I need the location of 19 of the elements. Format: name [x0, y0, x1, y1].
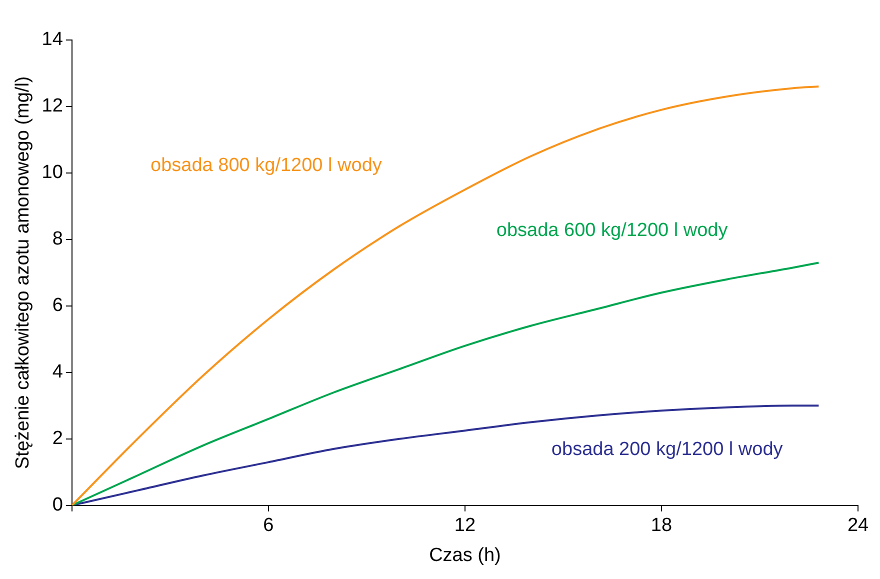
y-tick-label: 8: [52, 228, 63, 250]
text: obsada 800 kg/1200 l wody: [150, 154, 382, 176]
y-tick-label: 4: [52, 362, 64, 383]
y-tick-label: 14: [42, 29, 64, 50]
x-tick-label: 18: [650, 515, 672, 536]
x-tick-label: 6: [263, 515, 274, 536]
x-tick-label: 24: [847, 515, 869, 536]
y-tick-label: 12: [42, 96, 63, 117]
y-tick-label: 6: [52, 295, 63, 316]
series-label: obsada 200 kg/1200 l wody: [551, 438, 784, 460]
line-series: [72, 86, 820, 506]
y-tick-label: 10: [42, 162, 63, 184]
x-tick-label: 12: [454, 515, 476, 536]
x-axis-title: Czas (h): [429, 544, 501, 566]
line-series: [72, 262, 820, 506]
series-label: obsada 600 kg/1200 l wody: [496, 220, 728, 242]
y-tick-label: 2: [52, 428, 63, 450]
y-axis-title: Stężenie całkowitego azotu amonowego (mg/l): [12, 76, 34, 470]
y-tick-label: 0: [52, 494, 63, 516]
